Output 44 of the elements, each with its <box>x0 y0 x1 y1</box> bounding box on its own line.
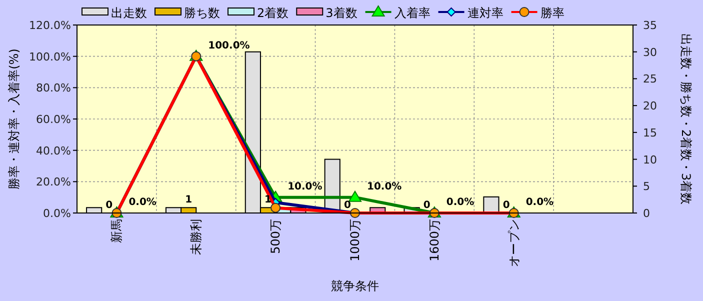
data-label: 0 <box>502 200 510 211</box>
y2-tick-label: 10 <box>643 153 657 166</box>
data-label: 1 <box>185 194 192 206</box>
legend-label: 勝ち数 <box>184 6 220 20</box>
y2-tick-label: 15 <box>643 126 657 140</box>
y-tick-label: 80.0% <box>36 82 71 95</box>
y-axis-title: 勝率・連対率・入着率(%) <box>7 48 21 190</box>
legend-label: 勝率 <box>540 6 564 20</box>
y-tick-label: 20.0% <box>36 176 71 189</box>
data-label: 0.0% <box>128 197 156 208</box>
y-tick-label: 100.0% <box>29 50 71 64</box>
legend-label: 3着数 <box>326 6 358 20</box>
x-tick-label: 1000万 <box>348 219 362 262</box>
data-label: 10.0% <box>288 181 322 192</box>
y2-tick-label: 5 <box>643 180 650 194</box>
legend-label: 連対率 <box>467 6 504 20</box>
y-tick-label: 0.0% <box>43 207 71 220</box>
x-tick-label: 1600万 <box>427 219 442 262</box>
y2-tick-label: 20 <box>643 100 657 113</box>
y2-tick-label: 30 <box>643 46 657 59</box>
x-tick-label: オープン <box>506 219 521 267</box>
data-label: 100.0% <box>208 40 250 52</box>
y-tick-label: 60.0% <box>36 113 71 126</box>
y-tick-label: 40.0% <box>36 144 71 158</box>
legend-label: 2着数 <box>257 6 289 20</box>
legend-label: 出走数 <box>111 6 147 20</box>
data-label: 0 <box>423 200 430 211</box>
point <box>348 190 362 202</box>
data-label: 10.0% <box>367 181 402 192</box>
data-label: 1 <box>264 194 272 206</box>
legend-label: 入着率 <box>394 6 430 20</box>
x-tick-label: 新馬 <box>110 219 124 243</box>
data-label: 0.0% <box>446 197 474 208</box>
x-tick-label: 未勝利 <box>189 219 204 255</box>
y2-tick-label: 35 <box>643 19 657 32</box>
data-label: 0 <box>344 200 351 211</box>
y2-tick-label: 0 <box>643 207 650 220</box>
x-axis-title: 競争条件 <box>331 279 379 293</box>
y2-tick-label: 25 <box>643 72 657 86</box>
x-tick-label: 500万 <box>268 219 283 254</box>
data-label: 0 <box>106 200 113 211</box>
data-label: 0.0% <box>526 197 554 208</box>
y-tick-label: 120.0% <box>29 19 71 32</box>
y2-axis-title: 出走数・勝ち数・2着数・3着数 <box>679 33 693 205</box>
